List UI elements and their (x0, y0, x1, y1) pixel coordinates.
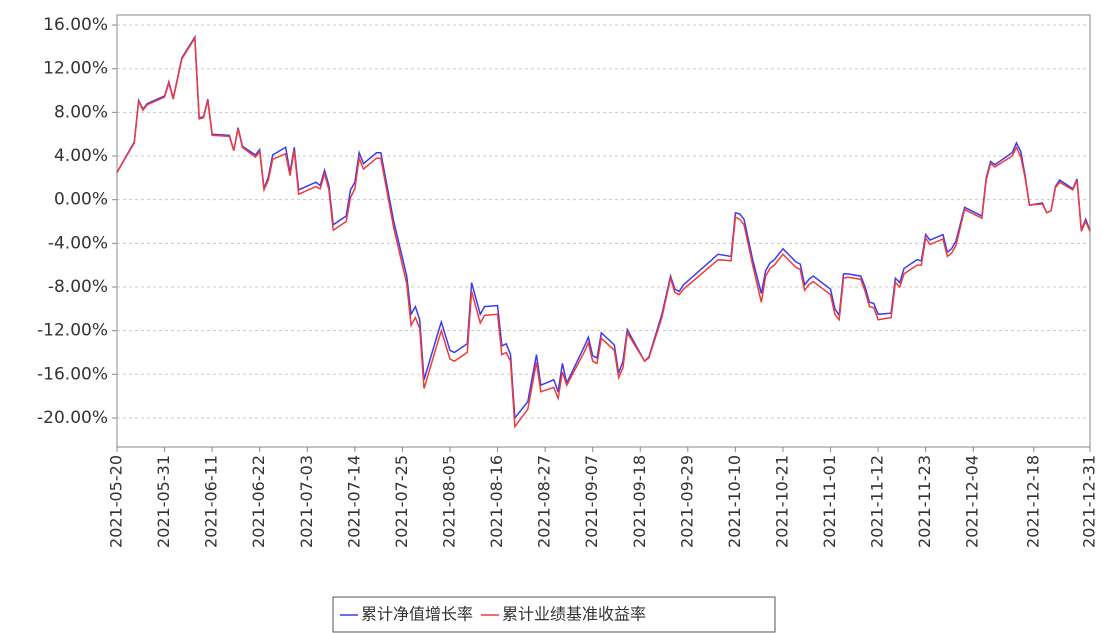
series-line (116, 34, 1091, 420)
x-tick-label: 2021-09-07 (582, 455, 601, 548)
x-tick-label: 2021-11-12 (868, 455, 887, 548)
legend-label: 累计业绩基准收益率 (502, 605, 646, 624)
y-tick-label: 12.00% (43, 59, 108, 79)
y-tick-label: 8.00% (54, 102, 108, 122)
y-tick-label: 16.00% (43, 15, 108, 35)
legend-label: 累计净值增长率 (361, 605, 473, 624)
x-tick-label: 2021-08-05 (439, 455, 458, 548)
plot-area (116, 14, 1091, 448)
x-tick-label: 2021-10-10 (725, 455, 744, 548)
x-tick-label: 2021-12-31 (1080, 455, 1099, 548)
x-tick-label: 2021-08-16 (487, 455, 506, 548)
x-tick-label: 2021-12-18 (1023, 455, 1042, 548)
y-tick-label: -4.00% (48, 233, 108, 253)
y-tick-label: 4.00% (54, 146, 108, 166)
x-tick-label: 2021-05-20 (107, 455, 126, 548)
x-tick-label: 2021-09-18 (630, 455, 649, 548)
x-tick-label: 2021-07-25 (392, 455, 411, 548)
x-tick-label: 2021-06-11 (202, 455, 221, 548)
x-tick-label: 2021-08-27 (535, 455, 554, 548)
x-tick-label: 2021-11-01 (820, 455, 839, 548)
x-tick-label: 2021-07-03 (297, 455, 316, 548)
series-line (116, 35, 1091, 429)
y-tick-label: -12.00% (37, 321, 108, 341)
x-tick-label: 2021-11-23 (915, 455, 934, 548)
y-tick-label: -20.00% (37, 408, 108, 428)
y-tick-label: -8.00% (48, 277, 108, 297)
x-tick-label: 2021-05-31 (154, 455, 173, 548)
x-tick-label: 2021-12-04 (963, 455, 982, 548)
y-tick-label: -16.00% (37, 364, 108, 384)
x-tick-label: 2021-09-29 (677, 455, 696, 548)
x-tick-label: 2021-10-21 (772, 455, 791, 548)
y-tick-label: 0.00% (54, 190, 108, 210)
x-tick-label: 2021-06-22 (249, 455, 268, 548)
x-tick-label: 2021-07-14 (344, 455, 363, 548)
legend-box (332, 596, 776, 633)
